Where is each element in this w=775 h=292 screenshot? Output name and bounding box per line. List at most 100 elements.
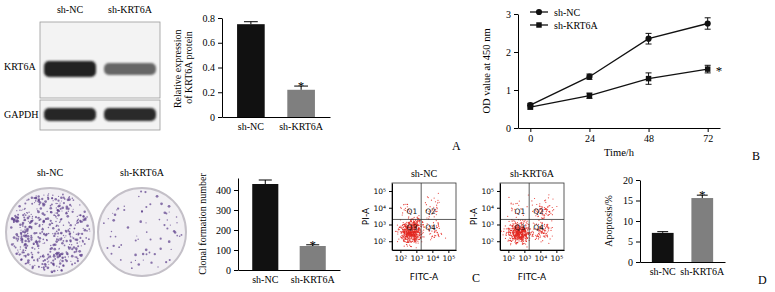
event-dot: [508, 229, 509, 230]
colony: [66, 215, 69, 218]
event-dot: [415, 236, 416, 237]
colony: [32, 266, 35, 269]
event-dot: [405, 241, 406, 242]
colony: [15, 253, 18, 256]
event-dot: [512, 225, 513, 226]
tick-mark: [432, 250, 433, 253]
event-dot: [414, 221, 415, 222]
colony: [74, 227, 76, 229]
event-dot: [515, 233, 516, 234]
event-dot: [522, 237, 523, 238]
colony: [68, 256, 69, 257]
tick-label: 10⁴: [373, 204, 386, 213]
event-dot: [406, 239, 407, 240]
event-dot: [418, 229, 419, 230]
event-dot: [409, 233, 410, 234]
event-dot: [417, 239, 418, 240]
event-dot: [405, 236, 406, 237]
event-dot: [525, 236, 526, 237]
event-dot: [510, 232, 511, 233]
colony: [75, 247, 78, 250]
event-dot: [437, 208, 438, 209]
colony: [24, 243, 27, 246]
flow-plot: 10²10³10⁴10⁵10²10³10⁴10⁵Q1Q2Q3Q4sh-NCFIT…: [361, 168, 456, 282]
axis-title: FITC-A: [410, 272, 439, 282]
event-dot: [516, 236, 517, 237]
event-dot: [403, 239, 404, 240]
event-dot: [518, 235, 519, 236]
event-dot: [417, 235, 418, 236]
colony: [84, 229, 87, 232]
series-line: [530, 24, 707, 106]
colony: [57, 203, 58, 204]
colony: [21, 241, 23, 243]
colony: [170, 224, 171, 225]
event-dot: [401, 231, 402, 232]
tick-mark: [234, 190, 238, 191]
colony: [176, 216, 178, 218]
tick-label: 0: [506, 123, 511, 134]
event-dot: [414, 239, 415, 240]
event-dot: [407, 233, 408, 234]
event-dot: [522, 233, 523, 234]
marker: [705, 20, 711, 26]
event-dot: [406, 236, 407, 237]
colony: [15, 238, 17, 240]
event-dot: [406, 234, 407, 235]
event-dot: [547, 226, 548, 227]
colony: [24, 226, 26, 228]
event-dot: [400, 207, 401, 208]
event-dot: [530, 232, 531, 233]
colony: [38, 240, 40, 242]
colony: [149, 252, 151, 254]
event-dot: [526, 233, 527, 234]
colony: [22, 249, 24, 251]
colony: [75, 224, 76, 225]
colony: [17, 238, 19, 240]
colony: [150, 261, 152, 263]
event-dot: [436, 207, 437, 208]
event-dot: [402, 236, 403, 237]
event-dot: [437, 232, 438, 233]
colony: [130, 261, 132, 263]
colony: [43, 269, 45, 271]
colony: [49, 255, 51, 257]
event-dot: [418, 230, 419, 231]
event-dot: [397, 241, 398, 242]
event-dot: [409, 233, 410, 234]
event-dot: [417, 231, 418, 232]
event-dot: [403, 234, 404, 235]
event-dot: [408, 234, 409, 235]
colony: [60, 232, 63, 235]
event-dot: [513, 238, 514, 239]
event-dot: [520, 241, 521, 242]
event-dot: [404, 229, 405, 230]
tick: 10²: [373, 237, 392, 246]
event-dot: [519, 237, 520, 238]
colony: [53, 200, 54, 201]
colony: [137, 239, 139, 241]
colony: [53, 214, 55, 216]
tick-mark: [389, 191, 392, 192]
colony: [120, 244, 122, 246]
tick-label: 0.2: [203, 87, 216, 98]
colony: [107, 247, 109, 249]
tick-mark: [514, 128, 518, 129]
event-dot: [402, 214, 403, 215]
event-dot: [511, 235, 512, 236]
event-dot: [520, 236, 521, 237]
colony: [56, 230, 58, 232]
colony: [59, 222, 60, 223]
colony: [43, 243, 44, 244]
event-dot: [417, 220, 418, 221]
event-dot: [418, 230, 419, 231]
plate: [6, 188, 94, 276]
colony: [32, 216, 33, 217]
colony: [37, 195, 39, 197]
colony: [59, 238, 60, 239]
tick-label: sh-KRT6A: [279, 121, 324, 132]
colony: [65, 230, 67, 232]
event-dot: [430, 239, 431, 240]
event-dot: [519, 234, 520, 235]
colony: [67, 230, 69, 232]
